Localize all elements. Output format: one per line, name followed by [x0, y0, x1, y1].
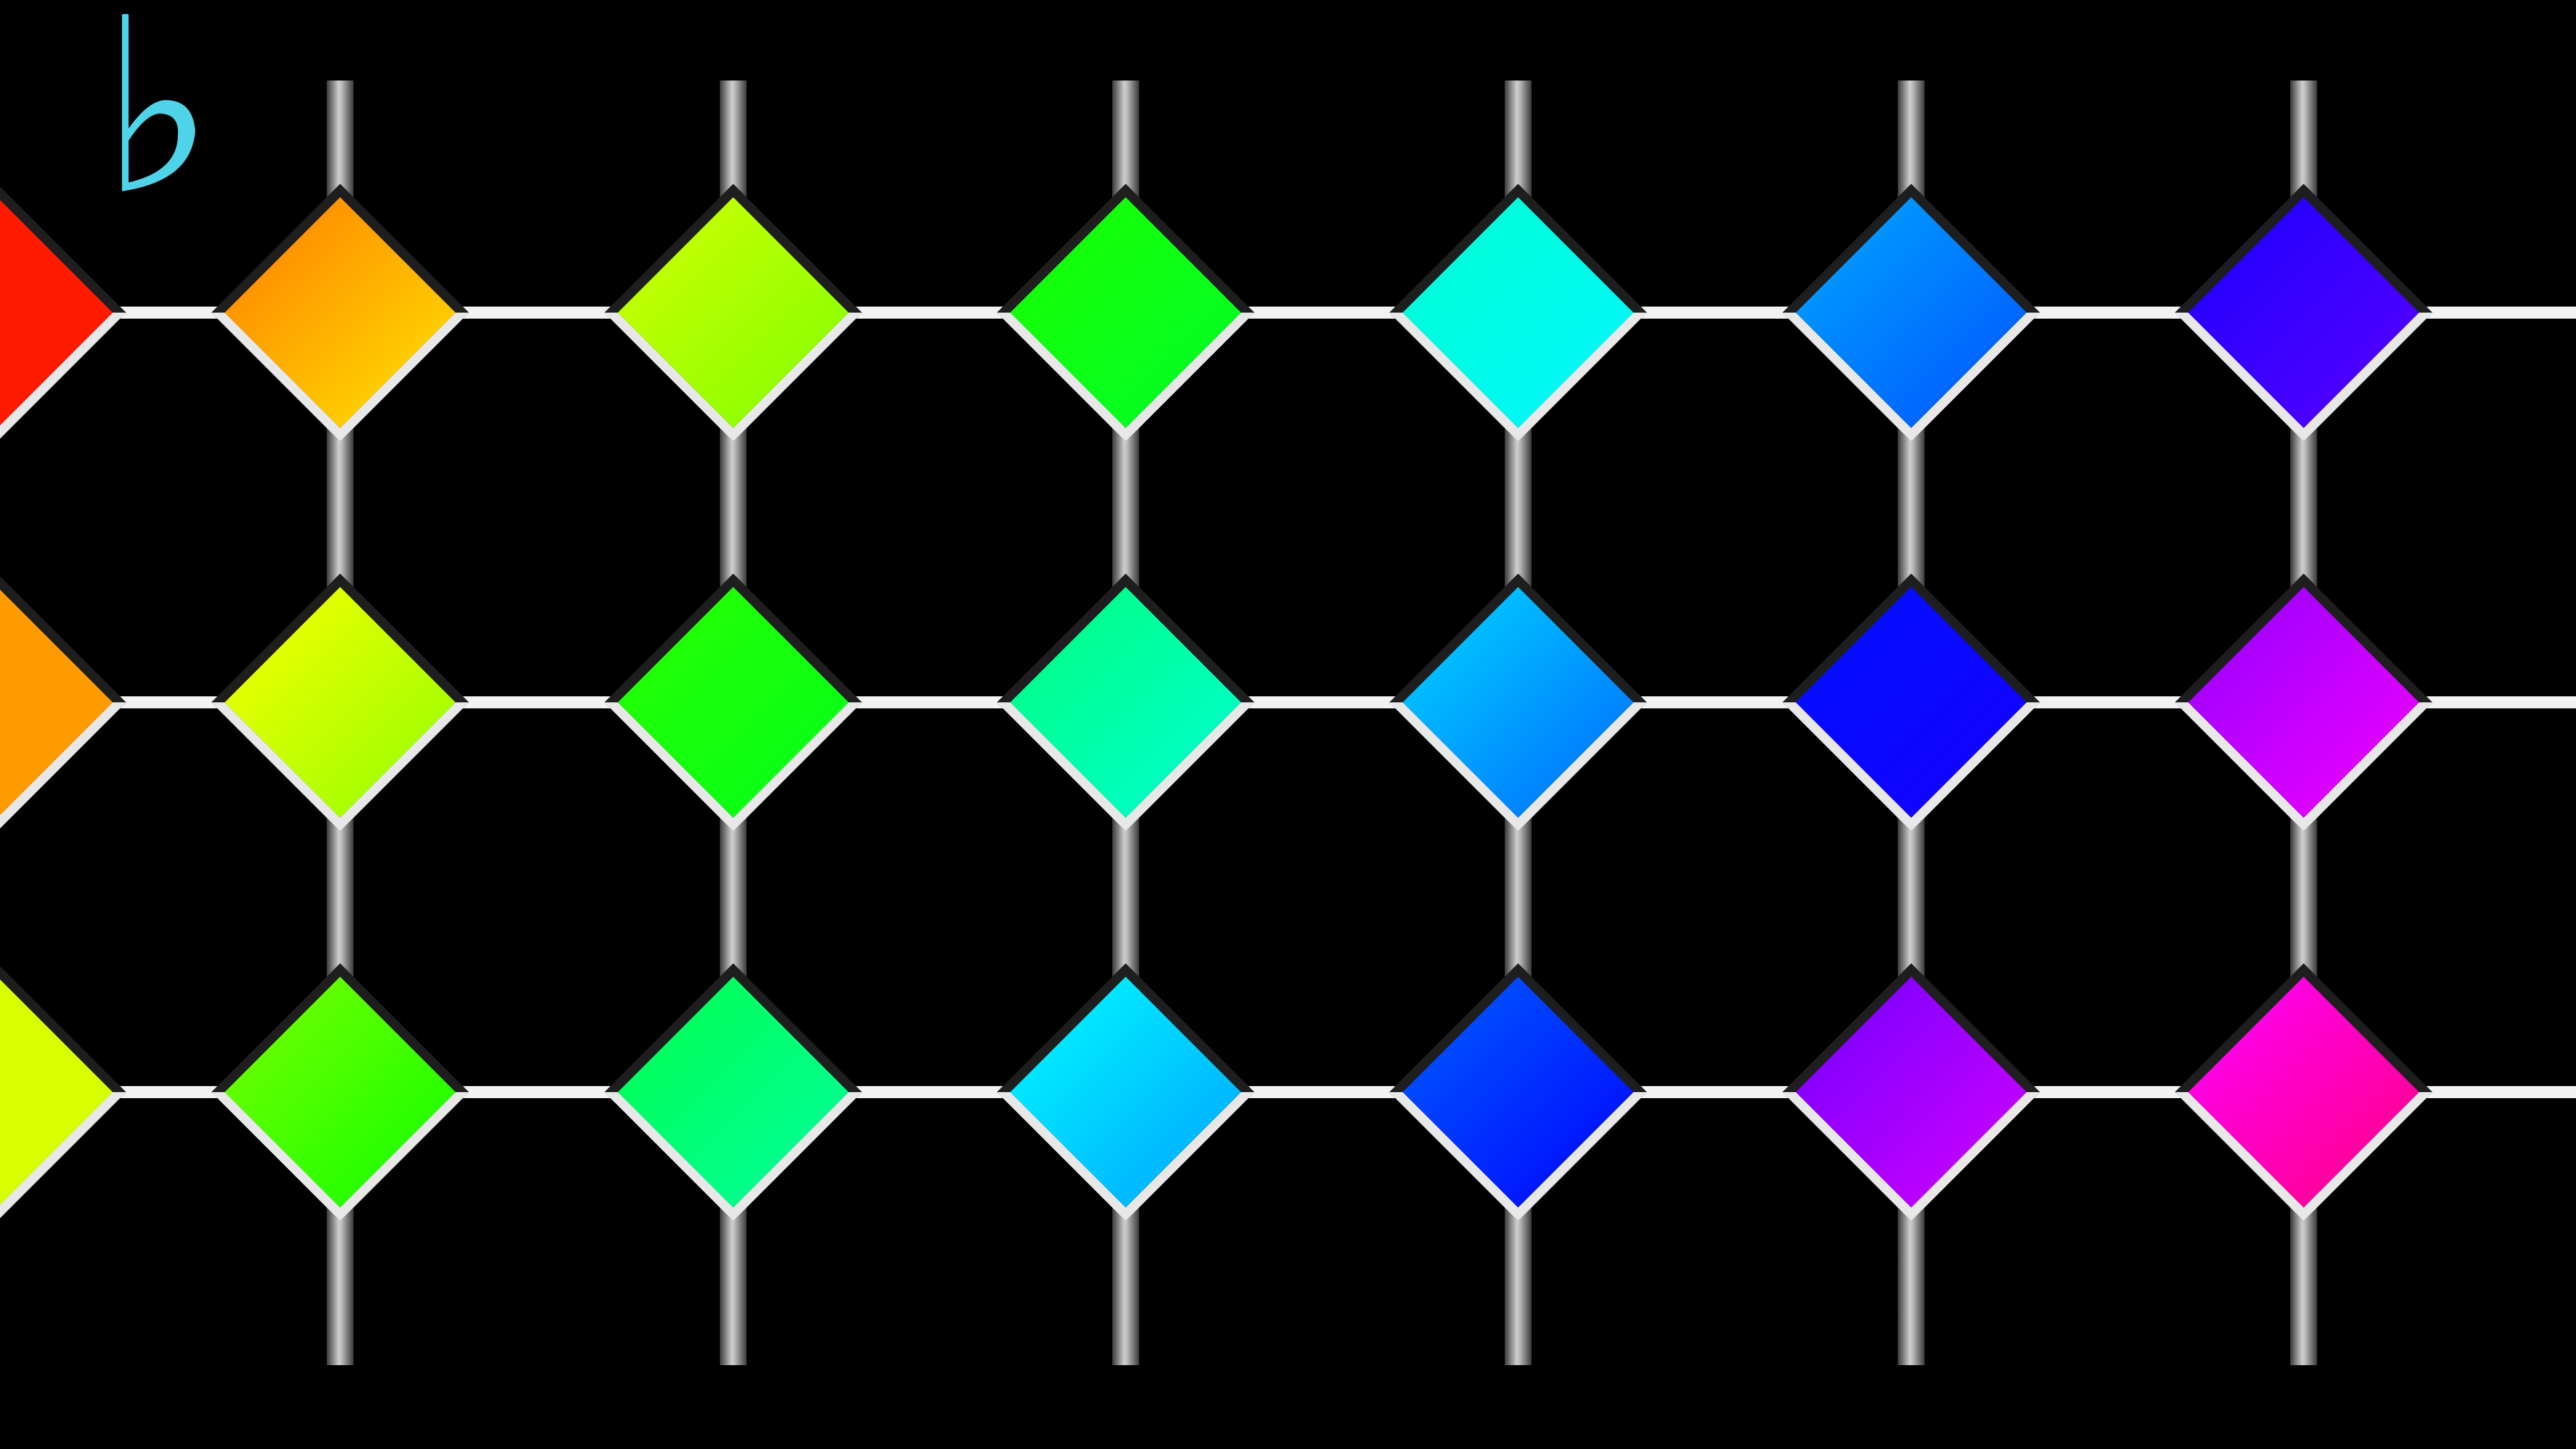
tile-r2-c1[interactable] [211, 574, 469, 831]
tile-r2-c5[interactable] [1782, 574, 2040, 831]
tile-r3-c4[interactable] [1389, 963, 1647, 1221]
tile-r1-c5[interactable] [1782, 184, 2040, 441]
tile-r2-c4[interactable] [1389, 574, 1647, 831]
tile-r2-c3[interactable] [997, 574, 1254, 831]
edge-tile-row-1[interactable] [0, 184, 126, 441]
tile-r1-c6[interactable] [2175, 184, 2432, 441]
tile-r1-c1[interactable] [211, 184, 469, 441]
tile-r2-c6[interactable] [2175, 574, 2432, 831]
edge-tile-row-2[interactable] [0, 574, 126, 831]
note-tiles [0, 184, 2432, 1221]
tile-r2-c2[interactable] [604, 574, 862, 831]
tile-r1-c3[interactable] [997, 184, 1254, 441]
tile-r1-c2[interactable] [604, 184, 862, 441]
tile-r3-c3[interactable] [997, 963, 1254, 1221]
tile-r1-c4[interactable] [1389, 184, 1647, 441]
tile-r3-c5[interactable] [1782, 963, 2040, 1221]
flat-accidental-icon: ♭ [101, 0, 215, 248]
tile-r3-c2[interactable] [604, 963, 862, 1221]
tile-r3-c1[interactable] [211, 963, 469, 1221]
edge-tile-row-3[interactable] [0, 963, 126, 1221]
tile-r3-c6[interactable] [2175, 963, 2432, 1221]
